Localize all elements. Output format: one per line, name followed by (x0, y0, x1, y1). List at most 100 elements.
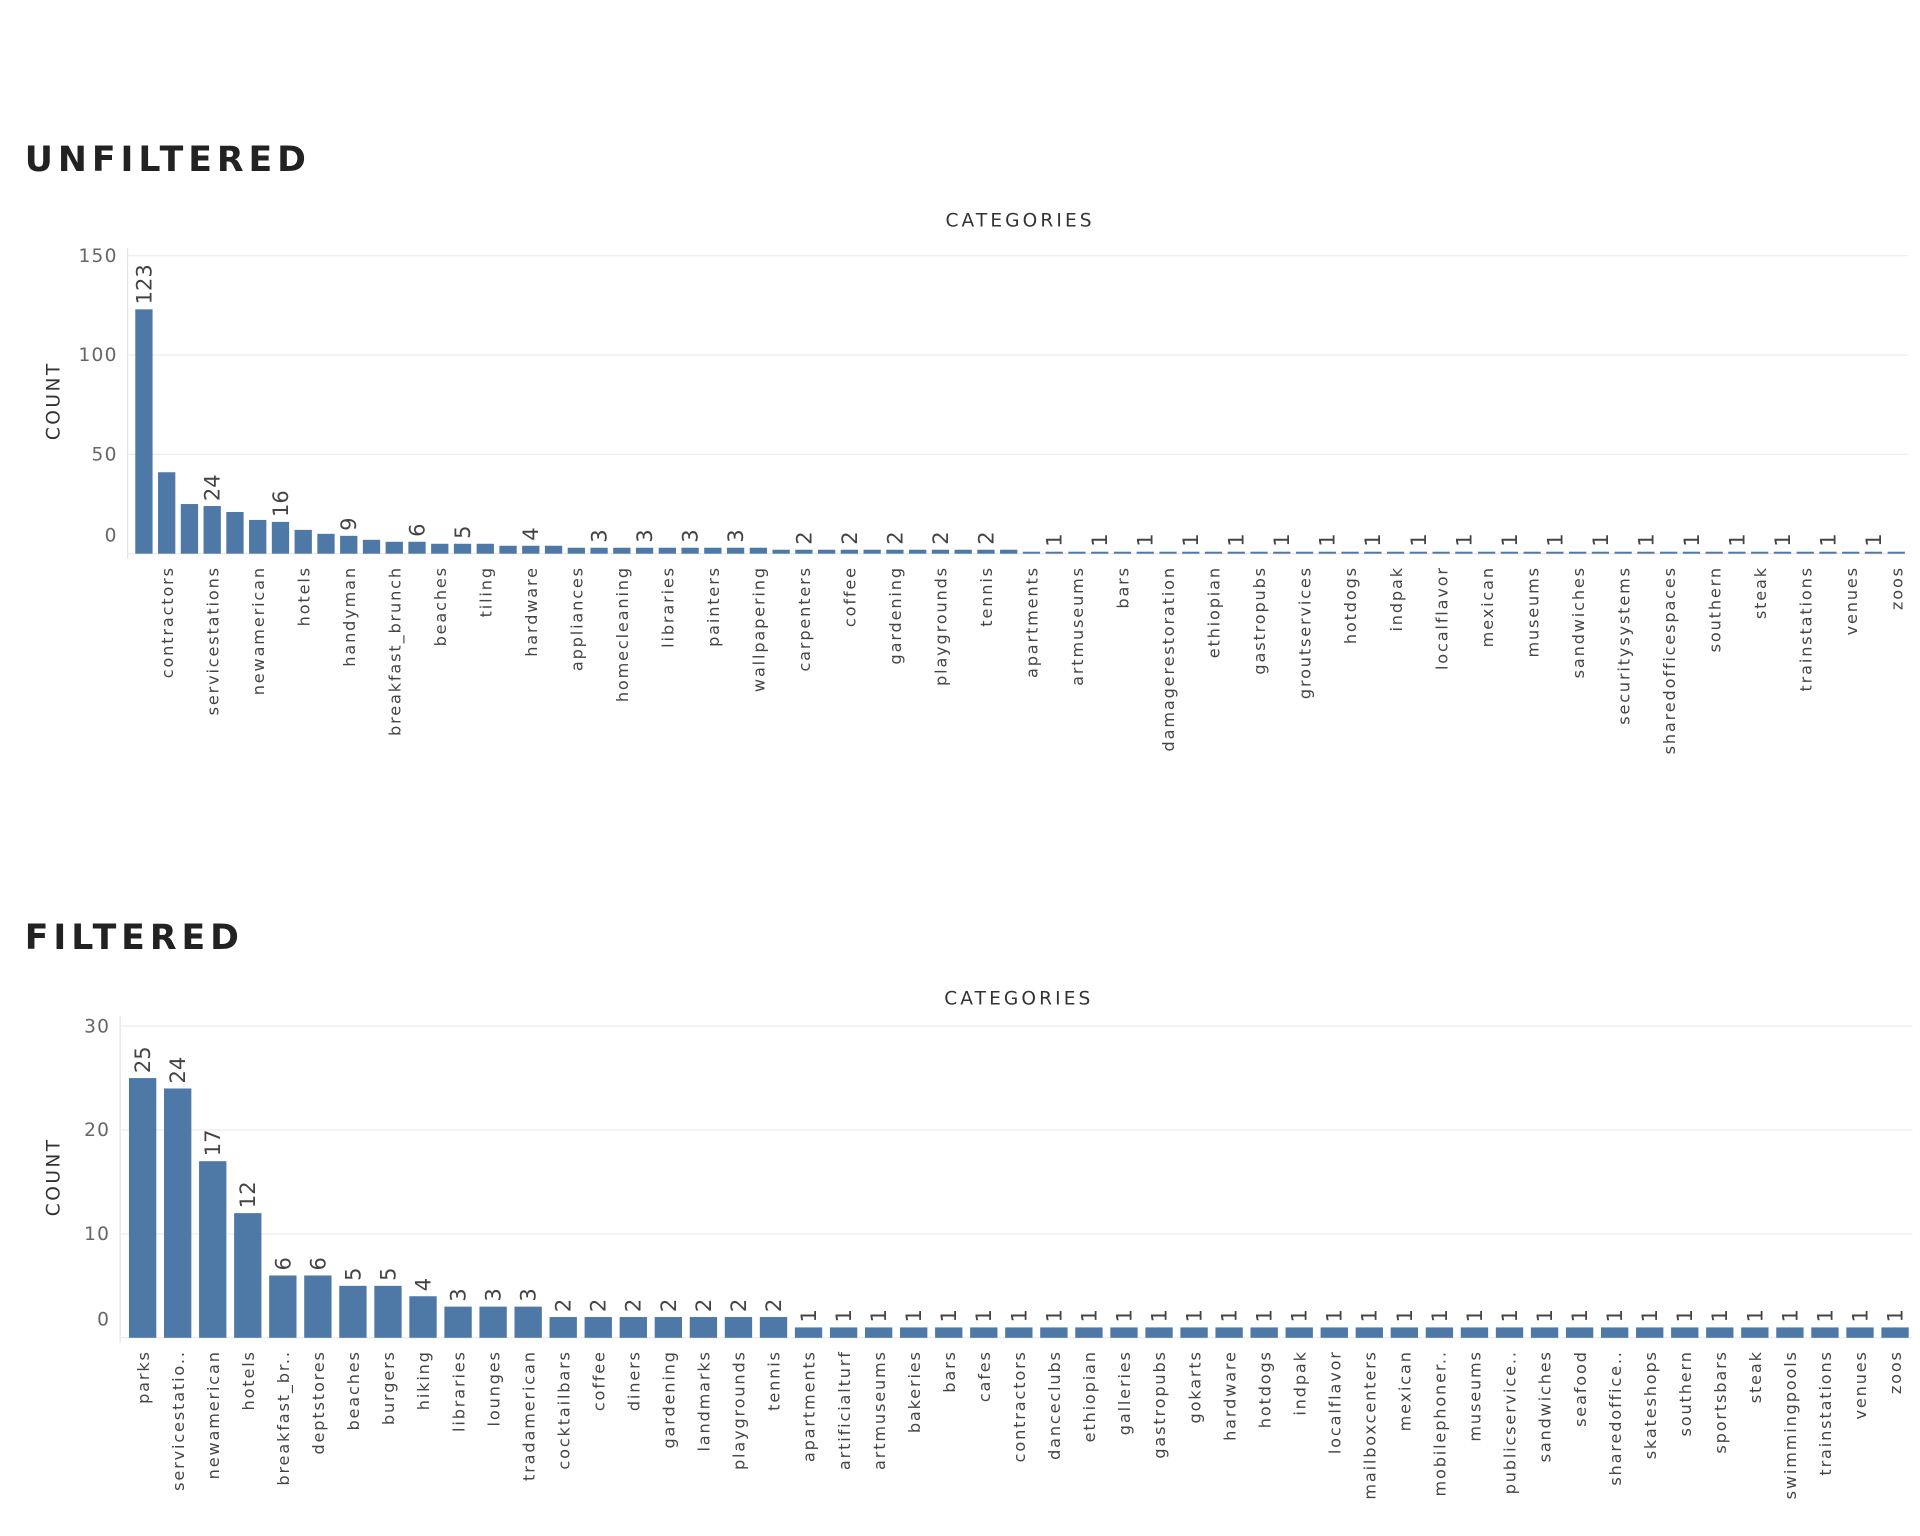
bar (135, 309, 153, 554)
x-tick-label: zoos (1886, 1350, 1905, 1394)
data-label: 1 (1542, 533, 1567, 546)
y-tick-label: 20 (84, 1120, 110, 1141)
x-tick-label: appliances (568, 566, 587, 671)
bar (1455, 551, 1473, 554)
data-label: 1 (1672, 1309, 1697, 1322)
x-tick-label: gastropubs (1150, 1350, 1169, 1458)
x-tick-label: mexican (1478, 566, 1497, 647)
bar (1741, 1327, 1769, 1338)
bar (613, 547, 631, 554)
data-label: 3 (481, 1288, 506, 1301)
y-tick-label: 30 (84, 1016, 110, 1037)
x-tick-label: carpenters (795, 566, 814, 671)
data-label: 9 (336, 517, 361, 530)
bar (1776, 1327, 1804, 1338)
bar (772, 549, 790, 554)
x-tick-label: trainstations (1816, 1350, 1835, 1475)
bar (970, 1327, 998, 1338)
section-heading: UNFILTERED (25, 140, 311, 180)
data-label: 1 (1532, 1309, 1557, 1322)
data-label: 1 (1315, 533, 1340, 546)
data-label: 1 (1679, 533, 1704, 546)
bar (1145, 1327, 1173, 1338)
x-tick-label: libraries (659, 566, 678, 648)
y-tick-label: 100 (78, 345, 117, 366)
x-tick-label: deptstores (309, 1350, 328, 1454)
bar (385, 541, 403, 554)
data-label: 1 (1812, 1309, 1837, 1322)
data-label: 5 (340, 1267, 365, 1280)
bar (619, 1317, 647, 1338)
bar (164, 1088, 192, 1338)
bar (724, 1317, 753, 1338)
data-label: 1 (1217, 1309, 1242, 1322)
bar (203, 506, 221, 554)
x-tick-label: sandwiches (1569, 566, 1588, 678)
data-label: 1 (1847, 1309, 1872, 1322)
bar (1706, 1327, 1734, 1338)
data-label: 123 (131, 264, 156, 304)
bar (544, 545, 563, 554)
bar (1215, 1327, 1243, 1338)
bar (1887, 551, 1905, 554)
x-tick-label: gardening (886, 566, 905, 664)
data-label: 2 (656, 1299, 681, 1312)
bar (476, 543, 494, 554)
bar (1320, 1327, 1348, 1338)
x-tick-label: homecleaning (613, 566, 632, 702)
data-label: 1 (1815, 533, 1840, 546)
data-label: 1 (971, 1309, 996, 1322)
data-label: 1 (1588, 533, 1613, 546)
data-label: 6 (270, 1257, 295, 1270)
bar (1022, 551, 1041, 554)
bar (909, 549, 927, 554)
bar (1136, 551, 1154, 554)
x-tick-label: steak (1746, 1350, 1765, 1403)
x-tick-label: artmuseums (870, 1350, 889, 1470)
bar (1409, 551, 1427, 554)
x-tick-label: sharedoffice.. (1606, 1350, 1625, 1485)
bar (1614, 551, 1632, 554)
bar (931, 549, 950, 554)
x-tick-label: tradamerican (519, 1350, 538, 1481)
x-tick-label: playgrounds (932, 566, 951, 686)
bar (1846, 1327, 1874, 1338)
y-tick-label: 10 (84, 1224, 110, 1245)
data-label: 1 (1724, 533, 1749, 546)
y-tick-label: 50 (92, 445, 118, 466)
x-tick-label: bars (1114, 566, 1133, 609)
bar (234, 1213, 262, 1338)
bar (1273, 551, 1291, 554)
bar (1600, 1327, 1629, 1338)
data-label: 2 (761, 1299, 786, 1312)
x-tick-label: sportsbars (1711, 1350, 1730, 1453)
x-tick-label: playgrounds (730, 1350, 749, 1470)
bar (1819, 551, 1837, 554)
x-tick-label: landmarks (695, 1350, 714, 1451)
bar (1295, 551, 1314, 554)
data-label: 5 (375, 1267, 400, 1280)
x-tick-label: coffee (841, 566, 860, 627)
x-tick-label: lounges (484, 1350, 503, 1426)
bar (689, 1317, 718, 1338)
bar (795, 549, 813, 554)
bar (271, 521, 290, 554)
bar (863, 549, 881, 554)
bar (1432, 551, 1450, 554)
bar (1250, 1327, 1278, 1338)
bar (1773, 551, 1792, 554)
x-tick-label: sandwiches (1536, 1350, 1555, 1462)
data-label: 1 (1633, 533, 1658, 546)
x-tick-label: tennis (765, 1350, 784, 1411)
bar (304, 1275, 332, 1338)
x-axis-title: CATEGORIES (945, 211, 1094, 232)
x-tick-label: wallpapering (750, 566, 769, 692)
x-tick-label: servicestatio.. (169, 1350, 188, 1491)
bar (1523, 551, 1541, 554)
data-label: 1 (1882, 1309, 1907, 1322)
bar (654, 1317, 683, 1338)
bar (226, 511, 244, 554)
x-tick-label: apartments (800, 1350, 819, 1462)
y-axis-title: COUNT (43, 361, 64, 440)
